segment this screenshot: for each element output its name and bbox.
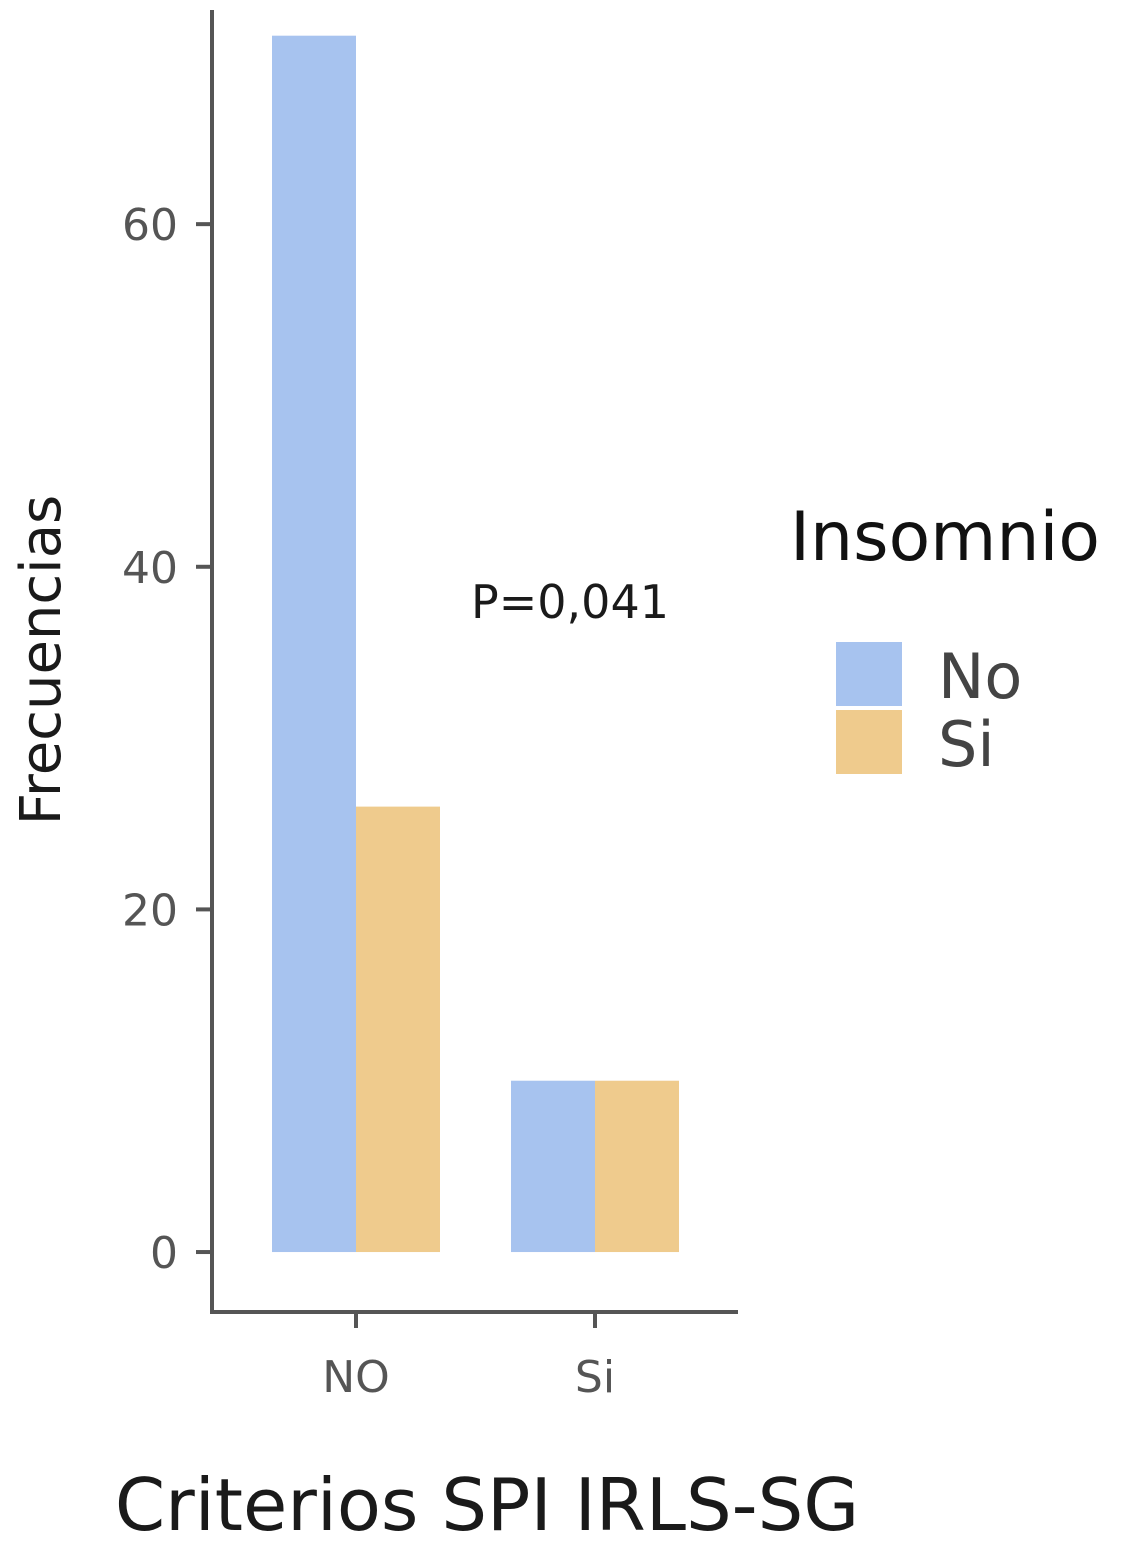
p-value-annotation: P=0,041: [471, 575, 669, 629]
x-axis-title: Criterios SPI IRLS-SG: [115, 1463, 859, 1547]
y-ticks-group: 0 20 40 60: [122, 200, 212, 1279]
legend-swatch-si: [836, 710, 902, 774]
bar-si-no: [511, 1080, 595, 1253]
x-tick-label: Si: [575, 1352, 615, 1403]
bar-no-si: [356, 806, 440, 1253]
legend-label-no: No: [938, 640, 1022, 713]
y-axis-title: Frecuencias: [9, 495, 74, 825]
axes-group: [210, 10, 738, 1314]
legend-swatch-no: [836, 642, 902, 706]
y-tick-label: 40: [122, 543, 178, 594]
legend-label-si: Si: [938, 708, 995, 781]
bar-no-no: [272, 35, 356, 1253]
y-tick-label: 0: [150, 1228, 178, 1279]
bar-si-si: [595, 1080, 679, 1253]
bars-group: [272, 35, 679, 1253]
x-tick-label: NO: [322, 1352, 390, 1403]
y-tick-label: 60: [122, 200, 178, 251]
x-ticks-group: NO Si: [322, 1312, 615, 1403]
y-tick-label: 20: [122, 885, 178, 936]
legend-title: Insomnio: [790, 498, 1100, 577]
